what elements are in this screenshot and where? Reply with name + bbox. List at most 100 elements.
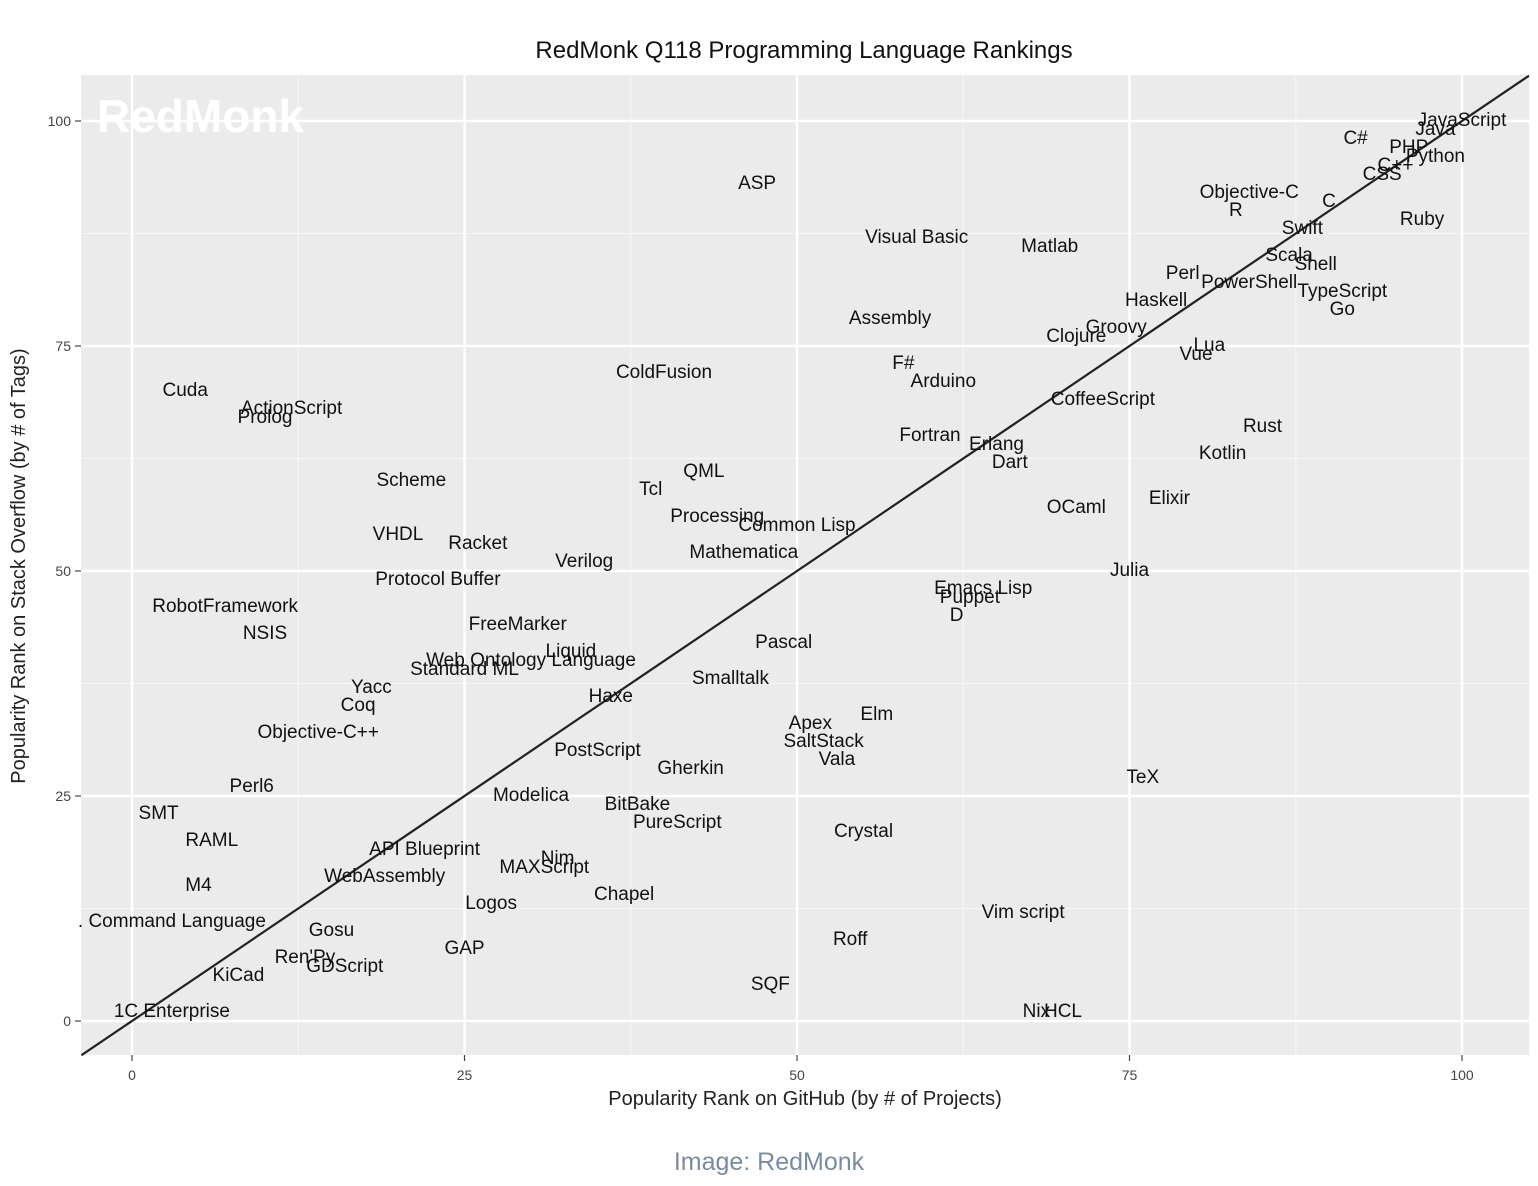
language-point-label: Visual Basic [865,227,968,248]
chart-title: RedMonk Q118 Programming Language Rankin… [535,37,1072,64]
language-point-label: Prolog [238,407,293,428]
language-point-label: Cuda [162,380,208,401]
language-point-label: JavaScript [1418,110,1507,131]
language-point-label: BitBake [605,794,670,815]
language-point-label: Perl [1166,263,1200,284]
language-point-label: PostScript [554,740,641,761]
y-tick-label: 0 [63,1013,71,1029]
language-point-label: TypeScript [1297,281,1387,302]
language-point-label: PHP [1389,137,1428,158]
language-point-label: Java [1415,119,1456,140]
x-axis-label: Popularity Rank on GitHub (by # of Proje… [608,1088,1002,1110]
language-point-label: SMT [139,803,180,824]
language-point-label: Swift [1282,218,1324,239]
language-point-label: SQF [751,974,790,995]
language-point-label: TeX [1126,767,1159,788]
language-point-label: Racket [448,533,508,554]
language-point-label: Python [1406,146,1465,167]
language-point-label: Julia [1110,560,1150,581]
language-point-label: Mathematica [689,542,798,563]
language-point-label: Dart [992,452,1029,473]
language-point-label: Vala [819,749,856,770]
language-point-label: RAML [185,830,238,851]
reference-line [80,74,1530,1057]
language-point-label: Clojure [1046,326,1106,347]
language-point-label: Groovy [1086,317,1148,338]
language-point-label: Haxe [589,686,633,707]
language-point-label: Processing [670,506,764,527]
language-point-label: Crystal [834,821,893,842]
language-point-label: Gherkin [657,758,724,779]
axis-ticks: 0 25 50 75 100 0 25 50 75 100 [48,113,1474,1083]
language-point-label: Elixir [1149,488,1191,509]
image-caption: Image: RedMonk [673,1148,865,1176]
x-tick-label: 50 [789,1067,805,1083]
language-point-label: HCL [1044,1001,1082,1022]
y-axis-label: Popularity Rank on Stack Overflow (by # … [8,348,30,783]
language-point-label: Apex [789,713,833,734]
language-point-label: Pascal [755,632,812,653]
language-point-label: F# [892,353,915,374]
language-point-label: Objective-C [1200,182,1299,203]
language-point-label: Vue [1179,344,1212,365]
language-point-label: Common Lisp [738,515,855,536]
language-point-label: Lua [1193,335,1225,356]
language-point-label: NSIS [243,623,287,644]
language-point-label: D [950,605,964,626]
language-point-label: Nix [1023,1001,1051,1022]
scatter-chart: RedMonk Q118 Programming Language Rankin… [8,37,1530,1110]
language-point-label: Verilog [555,551,613,572]
language-point-label: Smalltalk [692,668,770,689]
language-point-label: Assembly [849,308,932,329]
language-point-label: SaltStack [783,731,864,752]
x-tick-label: 75 [1122,1067,1138,1083]
language-point-label: Objective-C++ [257,722,378,743]
redmonk-watermark: RedMonk [97,90,304,142]
x-tick-label: 100 [1450,1067,1474,1083]
language-point-label: C [1322,191,1336,212]
grid-lines [81,75,1529,1055]
language-point-label: QML [683,461,724,482]
language-point-label: 1C Enterprise [114,1001,230,1022]
language-point-label: Coq [341,695,376,716]
language-point-label: Tcl [639,479,662,500]
language-point-label: MAXScript [499,857,589,878]
language-point-label: . Command Language [78,911,266,932]
language-point-label: Matlab [1021,236,1078,257]
language-point-label: Standard ML [410,659,519,680]
language-point-label: FreeMarker [469,614,568,635]
language-point-label: Haskell [1125,290,1187,311]
language-point-label: Erlang [969,434,1024,455]
language-point-label: ActionScript [241,398,343,419]
language-point-label: CoffeeScript [1051,389,1156,410]
language-point-label: Scheme [376,470,446,491]
reference-line-group [80,74,1530,1057]
language-point-label: OCaml [1047,497,1106,518]
language-point-label: Fortran [899,425,960,446]
language-point-label: VHDL [373,524,424,545]
language-point-label: Puppet [940,587,1001,608]
language-point-label: Chapel [594,884,654,905]
language-point-label: Go [1330,299,1355,320]
language-point-label: M4 [185,875,212,896]
language-point-label: KiCad [213,965,265,986]
language-point-label: Modelica [493,785,569,806]
language-point-label: Liquid [546,641,597,662]
language-point-label: Ren'Py [275,947,336,968]
language-point-label: Rust [1243,416,1283,437]
language-point-label: Nim [541,848,575,869]
language-point-label: Kotlin [1199,443,1247,464]
language-point-label: Protocol Buffer [375,569,501,590]
y-tick-label: 75 [55,338,71,354]
language-point-label: C++ [1378,155,1414,176]
language-point-label: Logos [465,893,517,914]
y-tick-label: 50 [55,563,71,579]
x-tick-label: 0 [128,1067,136,1083]
x-tick-label: 25 [457,1067,473,1083]
language-point-label: RobotFramework [152,596,298,617]
language-point-label: Emacs Lisp [934,578,1032,599]
language-point-label: Scala [1265,245,1313,266]
language-point-label: Roff [833,929,868,950]
language-point-label: C# [1343,128,1368,149]
